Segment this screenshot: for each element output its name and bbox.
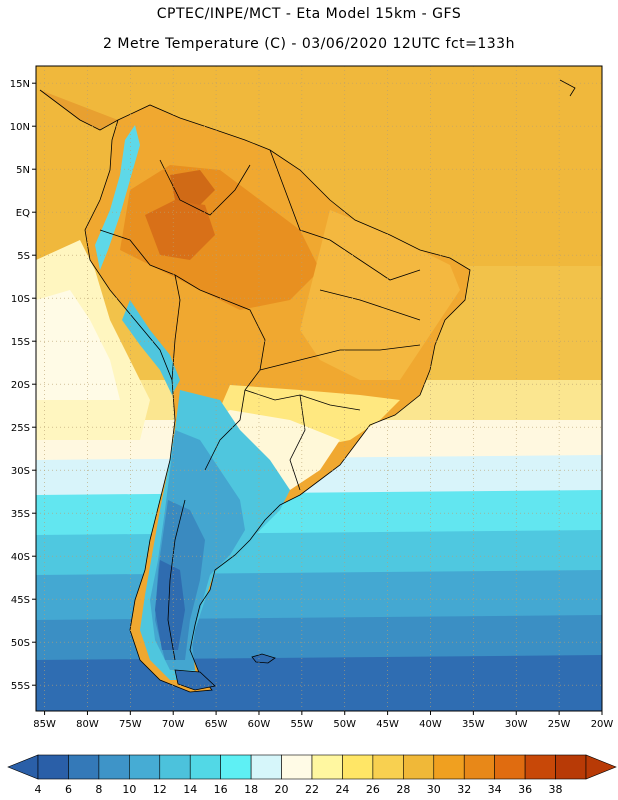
lat-tick-label: 15S (11, 337, 30, 348)
colorbar-swatch (68, 754, 100, 780)
lon-tick-label: 45W (376, 719, 399, 730)
lat-tick-label: 15N (10, 79, 30, 90)
colorbar-swatch (37, 754, 69, 780)
colorbar-label: 38 (549, 783, 563, 796)
colorbar-label: 16 (214, 783, 228, 796)
colorbar-swatch (555, 754, 587, 780)
map-title-line2: 2 Metre Temperature (C) - 03/06/2020 12U… (103, 36, 515, 52)
lat-tick-label: 40S (11, 552, 30, 563)
colorbar-swatch (311, 754, 343, 780)
colorbar-label: 6 (65, 783, 72, 796)
colorbar-swatch (403, 754, 435, 780)
longitude-axis: 85W 80W 75W 70W 65W 60W 55W 50W 45W 40W 35W 30W 25W 2… (33, 711, 613, 730)
colorbar-swatch (494, 754, 526, 780)
country-borders (84, 104, 471, 693)
colorbar-swatch (524, 754, 556, 780)
lat-tick-label: EQ (16, 208, 30, 219)
lon-tick-label: 75W (119, 719, 142, 730)
lat-tick-label: 55S (11, 681, 30, 692)
map-title-line1: CPTEC/INPE/MCT - Eta Model 15km - GFS (156, 6, 462, 22)
lon-tick-label: 70W (162, 719, 185, 730)
lat-tick-label: 50S (11, 638, 30, 649)
lon-tick-label: 60W (248, 719, 271, 730)
colorbar-label: 12 (153, 783, 167, 796)
lon-tick-label: 85W (33, 719, 56, 730)
colorbar-min-arrow (7, 754, 39, 780)
colorbar-swatch (98, 754, 130, 780)
lat-tick-label: 35S (11, 509, 30, 520)
latitude-axis: 15N 10N 5N EQ 5S 10S 15S 20S 25S 30S 35S 40S 45S 50S 5… (10, 79, 36, 692)
lon-tick-label: 65W (205, 719, 228, 730)
colorbar-label: 8 (95, 783, 102, 796)
colorbar-swatch (433, 754, 465, 780)
lon-tick-label: 30W (505, 719, 528, 730)
lat-tick-label: 25S (11, 423, 30, 434)
colorbar-label: 22 (305, 783, 319, 796)
colorbar-label: 10 (122, 783, 136, 796)
colorbar-max-arrow (585, 754, 617, 780)
colorbar-label: 18 (244, 783, 258, 796)
lon-tick-label: 25W (548, 719, 571, 730)
colorbar-label: 14 (183, 783, 197, 796)
colorbar-swatch (281, 754, 313, 780)
colorbar-swatch (463, 754, 495, 780)
colorbar-swatch (189, 754, 221, 780)
lat-tick-label: 10N (10, 122, 30, 133)
lon-tick-label: 80W (76, 719, 99, 730)
lat-tick-label: 10S (11, 294, 30, 305)
map-frame (35, 65, 603, 712)
colorbar-label: 34 (488, 783, 502, 796)
map-area (36, 66, 602, 711)
colorbar-swatch (342, 754, 374, 780)
lon-tick-label: 50W (333, 719, 356, 730)
colorbar-swatch (129, 754, 161, 780)
lat-tick-label: 30S (11, 466, 30, 477)
colorbar-swatch (220, 754, 252, 780)
colorbar-label: 28 (396, 783, 410, 796)
lon-tick-label: 35W (462, 719, 485, 730)
lat-tick-label: 20S (11, 380, 30, 391)
temperature-colorbar: 4 6 8 10 12 14 16 18 20 22 24 26 28 30 32 34 36 38 (7, 754, 617, 796)
lon-tick-label: 20W (591, 719, 614, 730)
colorbar-label: 26 (366, 783, 380, 796)
lat-tick-label: 5N (16, 165, 30, 176)
lon-tick-label: 40W (419, 719, 442, 730)
colorbar-label: 4 (35, 783, 42, 796)
colorbar-label: 30 (427, 783, 441, 796)
lat-tick-label: 5S (17, 251, 30, 262)
colorbar-label: 24 (335, 783, 349, 796)
lat-tick-label: 45S (11, 595, 30, 606)
colorbar-swatch (250, 754, 282, 780)
colorbar-swatch (372, 754, 404, 780)
colorbar-label: 32 (457, 783, 471, 796)
lon-tick-label: 55W (291, 719, 314, 730)
colorbar-label: 36 (518, 783, 532, 796)
colorbar-swatch (159, 754, 191, 780)
colorbar-label: 20 (275, 783, 289, 796)
